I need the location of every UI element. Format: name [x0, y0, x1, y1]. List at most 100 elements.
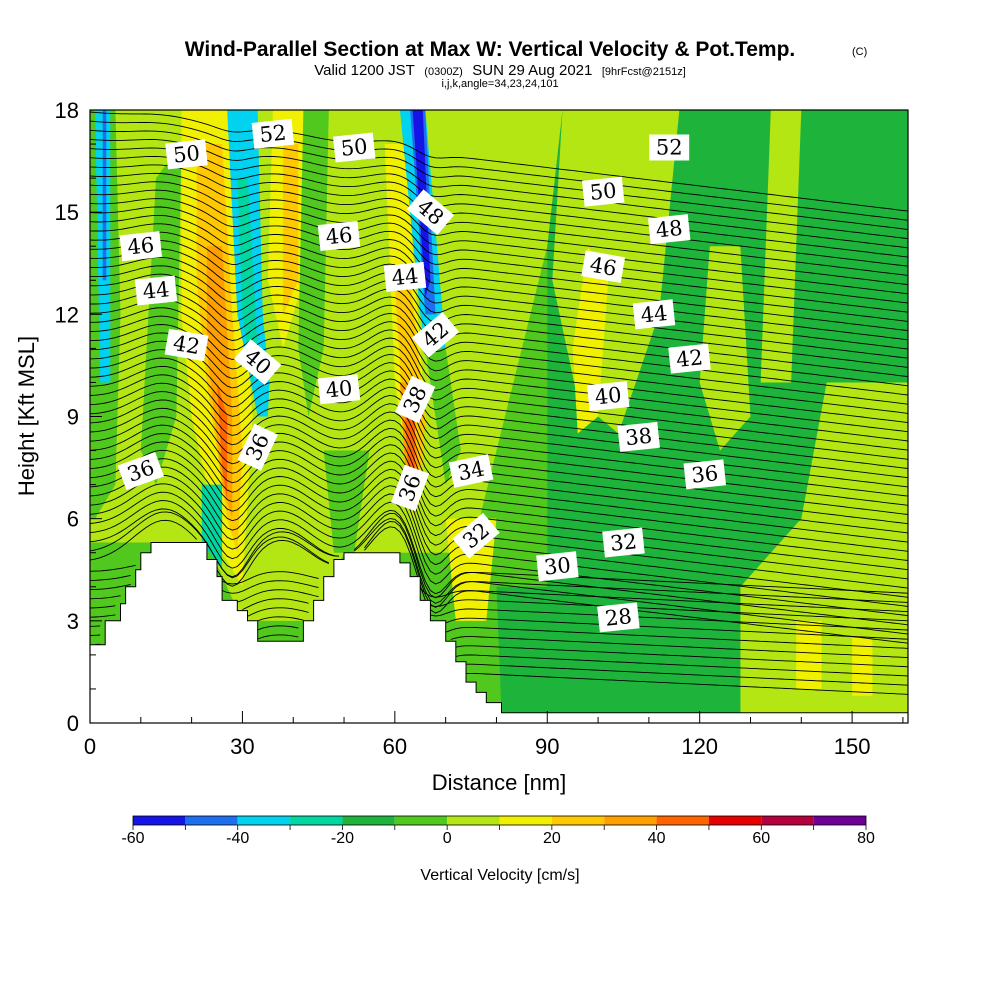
theta-contour-line	[90, 474, 908, 607]
theta-contour-line	[90, 491, 908, 626]
x-tick-label: 60	[383, 734, 407, 759]
y-tick-label: 9	[67, 405, 79, 430]
indices-label: i,j,k,angle=34,23,24,101	[441, 78, 558, 90]
theta-contour-label: 30	[536, 551, 579, 582]
contour-label-box	[683, 459, 727, 490]
theta-contour-label: 42	[164, 328, 209, 362]
theta-contour-line	[90, 332, 908, 451]
theta-contour-line	[90, 441, 908, 571]
y-tick-label: 15	[55, 200, 79, 225]
y-axis-label: Height [Kft MSL]	[14, 336, 39, 496]
valid-prefix: Valid 1200 JST	[314, 62, 415, 79]
theta-contour-label: 36	[683, 459, 727, 490]
theta-contour-line	[90, 147, 908, 249]
x-tick-label: 0	[84, 734, 96, 759]
x-tick-label: 30	[230, 734, 254, 759]
contour-label-text: 44	[639, 301, 668, 328]
contour-label-box	[383, 261, 427, 292]
y-tick-label: 3	[67, 609, 79, 634]
contour-label-box	[117, 451, 165, 491]
contour-label-text: 42	[171, 331, 201, 359]
y-tick-label: 0	[67, 711, 79, 736]
theta-contour-line	[90, 466, 908, 598]
contour-label-text: 42	[675, 345, 704, 372]
theta-contour-line	[90, 120, 908, 221]
theta-contour-line	[90, 340, 908, 460]
y-axis: 0 3 6 9 12 15 18	[55, 98, 102, 736]
fill-wave2-low-sink	[323, 450, 370, 553]
theta-contour-label: 46	[581, 250, 626, 283]
forecast-label: [9hrFcst@2151z]	[602, 66, 686, 78]
theta-contour-label: 46	[119, 231, 163, 262]
contour-label-text: 36	[690, 461, 719, 488]
theta-contour-line	[90, 458, 908, 589]
contour-label-box	[617, 421, 660, 452]
colorbar-swatch	[708, 816, 762, 825]
theta-contour-line	[90, 584, 908, 631]
theta-contour-line	[90, 365, 908, 488]
fill-lowlevel-east	[740, 382, 908, 713]
theta-contour-line	[90, 223, 908, 332]
theta-contour-line	[90, 433, 908, 561]
theta-contour-line	[90, 138, 908, 240]
contour-label-text: 52	[656, 136, 683, 160]
terrain	[90, 542, 908, 723]
theta-contour-label: 44	[632, 299, 676, 330]
colorbar-swatch	[185, 816, 238, 825]
contour-label-text: 48	[655, 216, 684, 243]
theta-contour-line	[90, 240, 908, 350]
contour-label-text: 50	[172, 141, 201, 168]
theta-contour-line	[90, 248, 908, 359]
theta-contour-line	[90, 605, 908, 649]
colorbar-swatch	[656, 816, 709, 825]
contour-label-box	[406, 189, 455, 236]
contour-label-box	[119, 231, 163, 262]
theta-contour-label: 52	[649, 134, 690, 161]
theta-contour-line	[90, 206, 908, 313]
theta-contour-label: 50	[165, 139, 208, 170]
contour-label-text: 46	[126, 233, 155, 260]
theta-contour-line	[90, 298, 908, 414]
theta-contour-line	[90, 172, 908, 276]
x-tick-label: 150	[834, 734, 871, 759]
theta-contour-line	[90, 519, 908, 608]
contour-label-box	[411, 311, 460, 358]
copyright-label: (C)	[852, 46, 867, 58]
contour-label-text: 32	[609, 529, 638, 556]
theta-contour-line	[90, 500, 908, 635]
theta-contour-line	[90, 349, 908, 469]
contour-label-box	[649, 134, 690, 161]
contour-label-box	[391, 464, 430, 512]
contour-label-box	[581, 176, 625, 207]
contour-label-box	[602, 527, 645, 558]
theta-contour-label: 32	[602, 527, 645, 558]
fill-lowlevel-mid	[496, 586, 741, 713]
chart-subtitle: Valid 1200 JST (0300Z) SUN 29 Aug 2021 […	[314, 62, 686, 79]
colorbar-tick-label: 40	[648, 830, 666, 847]
theta-contour-line	[90, 315, 908, 433]
theta-contour-label: 42	[668, 343, 711, 374]
theta-contour-line	[90, 181, 908, 286]
theta-contour-label: 46	[317, 220, 361, 252]
theta-contour-line	[90, 273, 908, 387]
contour-label-text: 40	[324, 376, 353, 403]
contour-label-text: 50	[589, 178, 618, 205]
contour-label-box	[448, 454, 494, 488]
contour-label-box	[251, 118, 295, 149]
contour-label-box	[632, 299, 676, 330]
contour-label-text: 40	[594, 383, 623, 410]
contour-label-box	[581, 250, 626, 283]
contour-label-box	[452, 512, 500, 559]
theta-contour-line	[90, 290, 908, 405]
contour-label-box	[237, 423, 278, 471]
contour-label-text: 38	[624, 424, 653, 451]
colorbar-tick-label: 0	[443, 830, 452, 847]
theta-contour-line	[90, 382, 908, 506]
colorbar-swatch	[447, 816, 500, 825]
fill-wave2-sink	[298, 110, 329, 417]
theta-contour-line	[90, 614, 908, 659]
theta-contour-line	[90, 449, 908, 580]
theta-contour-line	[90, 256, 908, 368]
